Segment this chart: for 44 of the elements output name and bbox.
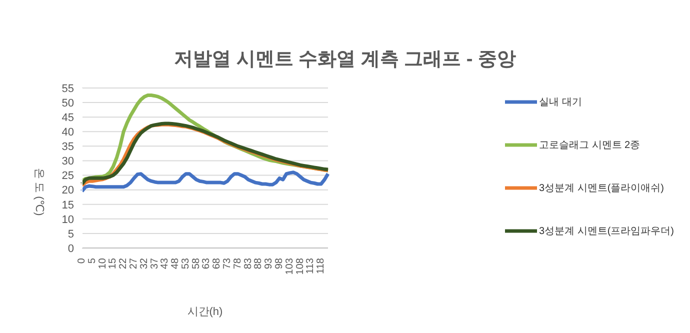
x-tick-label: 108	[294, 258, 306, 275]
line-series	[80, 170, 330, 194]
y-tick-label: 25	[62, 170, 74, 182]
x-tick-label: 68	[212, 258, 223, 270]
y-tick-label: 35	[62, 141, 74, 154]
x-tick-label: 53	[180, 258, 192, 270]
x-tick-label: 22	[118, 258, 130, 270]
x-tick-label: 93	[264, 258, 275, 270]
x-tick-label: 58	[190, 258, 202, 270]
x-tick-label: 73	[222, 258, 234, 270]
legend-label: 3성분계 시멘트(프라임파우더)	[539, 225, 674, 238]
legend-label: 3성분계 시멘트(플라이애쉬)	[539, 182, 664, 195]
y-axis-title: 온 도 (℃)	[33, 168, 46, 216]
x-tick-label: 88	[253, 258, 264, 270]
y-tick-label: 50	[62, 97, 74, 110]
y-tick-label: 5	[68, 228, 74, 240]
x-tick-label: 27	[128, 258, 140, 270]
y-tick-label: 15	[62, 199, 74, 212]
x-tick-label: 118	[316, 258, 327, 274]
x-tick-label: 10	[97, 258, 108, 270]
x-tick-label: 78	[232, 258, 244, 270]
x-tick-label: 103	[284, 258, 296, 275]
y-tick-label: 30	[62, 156, 74, 168]
x-axis-title: 시간(h)	[187, 306, 223, 318]
legend-label: 실내 대기	[539, 96, 582, 109]
x-tick-label: 37	[149, 258, 160, 270]
x-tick-label: 5	[86, 258, 98, 264]
y-tick-label: 40	[62, 126, 74, 139]
x-tick-label: 15	[108, 258, 119, 270]
y-tick-label: 0	[68, 242, 74, 255]
x-tick-label: 113	[305, 258, 316, 274]
x-tick-label: 43	[160, 258, 171, 270]
x-tick-label: 63	[201, 258, 212, 270]
x-tick-label: 48	[170, 258, 182, 270]
x-tick-label: 0	[76, 258, 88, 264]
chart-title: 저발열 시멘트 수화열 계측 그래프 - 중앙	[173, 48, 517, 72]
x-tick-label: 98	[274, 258, 285, 270]
legend-label: 고로슬래그 시멘트 2종	[539, 139, 640, 152]
x-tick-label: 32	[138, 258, 150, 270]
y-tick-label: 55	[62, 82, 74, 95]
y-tick-label: 45	[62, 112, 74, 124]
x-tick-label: 83	[242, 258, 254, 270]
y-tick-label: 20	[62, 184, 74, 197]
y-tick-label: 10	[62, 214, 74, 226]
